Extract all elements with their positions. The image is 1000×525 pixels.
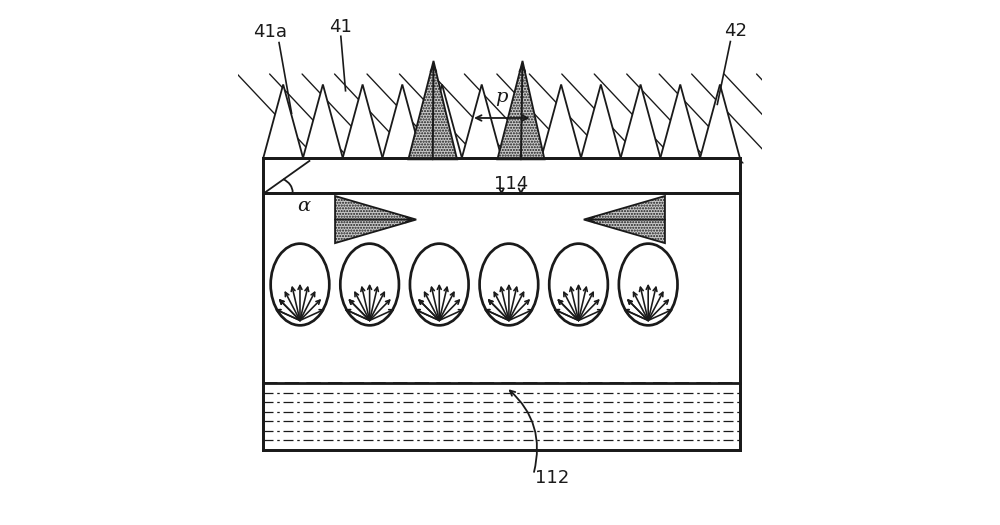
Text: 41a: 41a — [253, 23, 287, 41]
Ellipse shape — [549, 244, 608, 326]
Polygon shape — [263, 193, 740, 383]
Text: 41: 41 — [329, 18, 352, 36]
Text: 112: 112 — [535, 469, 569, 487]
Polygon shape — [303, 85, 343, 158]
Ellipse shape — [619, 244, 678, 326]
Polygon shape — [584, 196, 665, 243]
Text: α: α — [298, 197, 311, 215]
Polygon shape — [502, 85, 541, 158]
Polygon shape — [581, 85, 621, 158]
Polygon shape — [422, 85, 462, 158]
Text: p: p — [496, 88, 508, 106]
Polygon shape — [700, 85, 740, 158]
Text: 42: 42 — [724, 22, 747, 40]
Ellipse shape — [480, 244, 538, 326]
Text: 114: 114 — [494, 175, 528, 193]
Polygon shape — [382, 85, 422, 158]
Polygon shape — [660, 85, 700, 158]
Polygon shape — [335, 196, 416, 243]
Ellipse shape — [410, 244, 469, 326]
Polygon shape — [408, 61, 457, 160]
Polygon shape — [263, 158, 740, 193]
Polygon shape — [541, 85, 581, 158]
Polygon shape — [462, 85, 502, 158]
Polygon shape — [263, 158, 740, 450]
Ellipse shape — [271, 244, 329, 326]
Polygon shape — [497, 61, 545, 160]
Polygon shape — [343, 85, 382, 158]
Polygon shape — [263, 85, 303, 158]
Ellipse shape — [340, 244, 399, 326]
Polygon shape — [621, 85, 660, 158]
